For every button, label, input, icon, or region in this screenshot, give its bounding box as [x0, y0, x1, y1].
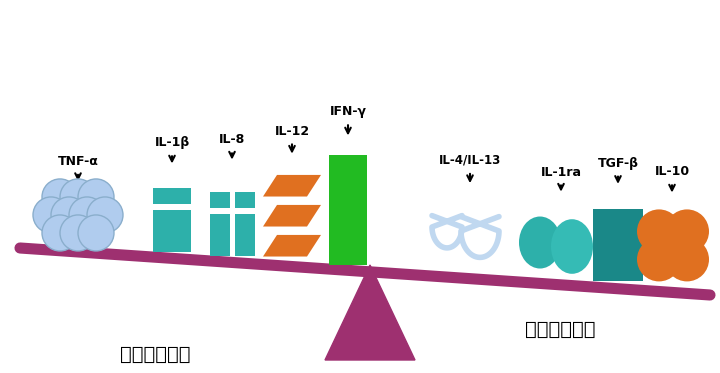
Text: 炎症细胞因子: 炎症细胞因子 [120, 345, 190, 364]
Bar [153, 210, 191, 253]
Text: IL-4/IL-13: IL-4/IL-13 [439, 154, 501, 167]
Polygon shape [263, 175, 321, 197]
Circle shape [78, 215, 114, 251]
Polygon shape [263, 205, 321, 226]
Bar [153, 188, 191, 204]
Bar [210, 214, 230, 257]
Text: IL-10: IL-10 [654, 165, 690, 178]
Circle shape [33, 197, 69, 233]
Circle shape [69, 197, 105, 233]
Bar [593, 209, 643, 281]
Circle shape [51, 197, 87, 233]
Text: 抗炎细胞因子: 抗炎细胞因子 [525, 320, 595, 339]
Circle shape [637, 209, 681, 253]
Text: IL-12: IL-12 [274, 125, 310, 138]
Polygon shape [263, 235, 321, 257]
Circle shape [637, 237, 681, 281]
Circle shape [42, 179, 78, 215]
Text: IFN-γ: IFN-γ [330, 105, 366, 118]
Circle shape [87, 197, 123, 233]
Circle shape [60, 179, 96, 215]
Bar [235, 214, 254, 257]
Ellipse shape [551, 219, 593, 274]
Text: TGF-β: TGF-β [598, 157, 639, 170]
Circle shape [665, 209, 709, 253]
Bar [235, 192, 254, 209]
Circle shape [42, 215, 78, 251]
Circle shape [60, 215, 96, 251]
Text: IL-8: IL-8 [219, 134, 245, 147]
Text: IL-1ra: IL-1ra [541, 166, 582, 179]
Bar [329, 155, 367, 265]
Text: IL-1β: IL-1β [154, 137, 189, 149]
Circle shape [665, 237, 709, 281]
Ellipse shape [519, 216, 561, 269]
Text: TNF-α: TNF-α [58, 155, 99, 168]
Polygon shape [325, 265, 415, 360]
Bar [210, 192, 230, 209]
Circle shape [78, 179, 114, 215]
